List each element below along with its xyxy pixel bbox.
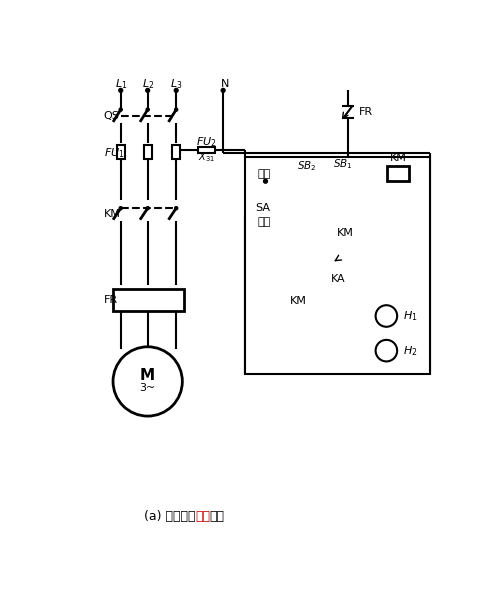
Text: $L_1$: $L_1$ bbox=[115, 77, 127, 91]
Text: 3~: 3~ bbox=[140, 382, 156, 393]
Text: QS: QS bbox=[104, 111, 120, 121]
Text: N: N bbox=[220, 79, 229, 89]
Bar bbox=[144, 145, 152, 159]
Circle shape bbox=[174, 89, 178, 92]
Text: 手动: 手动 bbox=[258, 168, 271, 179]
Bar bbox=[198, 147, 215, 153]
Circle shape bbox=[146, 89, 150, 92]
Circle shape bbox=[175, 207, 178, 210]
Text: $L_2$: $L_2$ bbox=[141, 77, 154, 91]
Circle shape bbox=[146, 207, 149, 210]
Text: $SB_1$: $SB_1$ bbox=[332, 157, 352, 171]
Bar bbox=[387, 166, 409, 181]
Text: (a) 主电路及: (a) 主电路及 bbox=[144, 510, 196, 523]
Text: KM: KM bbox=[389, 153, 407, 163]
Text: $FU_2$: $FU_2$ bbox=[196, 135, 216, 149]
Text: $H_2$: $H_2$ bbox=[403, 344, 418, 357]
Circle shape bbox=[375, 305, 397, 327]
Text: FR: FR bbox=[359, 107, 373, 117]
Text: 自动: 自动 bbox=[258, 217, 271, 227]
Circle shape bbox=[146, 108, 149, 111]
Text: KM: KM bbox=[337, 228, 354, 238]
Text: KM: KM bbox=[104, 209, 121, 219]
Bar bbox=[246, 157, 429, 374]
Circle shape bbox=[175, 108, 178, 111]
Bar bbox=[172, 145, 180, 159]
Text: 电路: 电路 bbox=[209, 510, 224, 523]
Text: M: M bbox=[140, 368, 155, 382]
Circle shape bbox=[113, 347, 182, 416]
Text: SA: SA bbox=[255, 203, 271, 213]
Circle shape bbox=[119, 108, 123, 111]
Bar bbox=[113, 289, 184, 311]
Circle shape bbox=[221, 89, 225, 92]
Text: $X_{31}$: $X_{31}$ bbox=[198, 151, 215, 164]
Text: FR: FR bbox=[104, 295, 118, 305]
Circle shape bbox=[119, 89, 123, 92]
Circle shape bbox=[119, 207, 123, 210]
Text: $SB_2$: $SB_2$ bbox=[296, 159, 316, 173]
Text: 控制: 控制 bbox=[196, 510, 210, 523]
Text: $H_1$: $H_1$ bbox=[403, 309, 418, 323]
Bar bbox=[117, 145, 124, 159]
Circle shape bbox=[264, 179, 267, 183]
Text: KM: KM bbox=[289, 296, 306, 305]
Circle shape bbox=[375, 340, 397, 362]
Text: $FU_1$: $FU_1$ bbox=[104, 147, 124, 160]
Text: KA: KA bbox=[330, 274, 345, 284]
Text: $L_3$: $L_3$ bbox=[170, 77, 182, 91]
